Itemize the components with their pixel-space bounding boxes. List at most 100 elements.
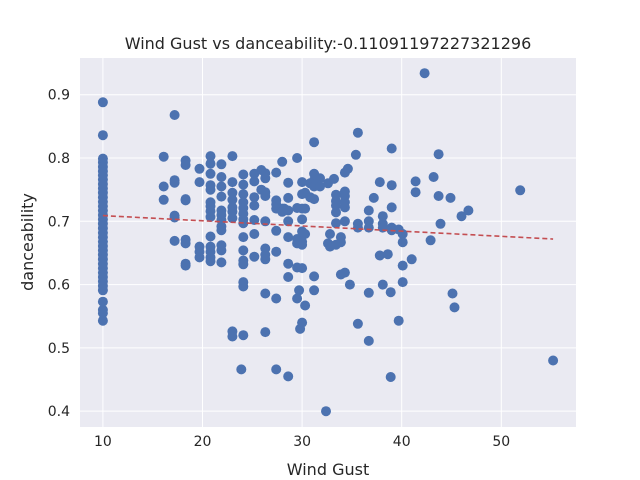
data-point [283, 272, 294, 282]
data-point [410, 187, 421, 198]
data-point [216, 181, 227, 192]
data-point [425, 235, 436, 246]
data-point [428, 172, 439, 182]
data-point [397, 277, 408, 288]
data-point [271, 246, 282, 257]
y-tick-label: 0.6 [48, 278, 70, 294]
data-point [342, 163, 353, 174]
data-point [205, 231, 216, 242]
data-point [433, 191, 444, 201]
data-point [238, 169, 249, 180]
data-point [515, 185, 526, 196]
data-point [309, 271, 320, 282]
data-point [548, 355, 559, 366]
data-point [238, 179, 249, 190]
data-point [382, 249, 393, 260]
data-point [227, 331, 238, 342]
data-point [271, 167, 282, 178]
data-point [309, 285, 320, 296]
data-point [260, 327, 271, 338]
data-point [283, 258, 294, 269]
trend-line [102, 214, 554, 240]
data-point [363, 335, 374, 346]
data-point [419, 68, 430, 79]
data-point [339, 202, 350, 213]
data-point [180, 260, 191, 271]
trend-line-group [102, 214, 554, 240]
data-point [331, 200, 341, 211]
data-point [97, 315, 108, 326]
data-point [194, 177, 205, 188]
data-point [277, 156, 288, 167]
data-point [315, 181, 325, 192]
data-point [216, 245, 227, 256]
data-point [350, 149, 361, 160]
chart-title: Wind Gust vs danceability:-0.11091197227… [125, 34, 532, 53]
data-point [180, 238, 191, 249]
data-point [352, 318, 363, 329]
data-point [363, 205, 374, 216]
data-point [279, 203, 290, 214]
data-point [97, 308, 108, 319]
data-point [249, 192, 260, 203]
data-point [368, 192, 379, 203]
tick-labels: 10 20 30 40 50 0.4 0.5 0.6 0.7 0.8 0.9 [48, 88, 510, 450]
data-point [227, 151, 238, 162]
data-point [433, 149, 444, 160]
data-point [297, 239, 308, 250]
data-point [238, 245, 249, 256]
data-point [344, 279, 355, 290]
data-point [377, 211, 388, 222]
data-point [397, 260, 408, 271]
x-tick-label: 50 [492, 434, 510, 450]
data-point [335, 237, 346, 248]
data-point [325, 229, 335, 239]
data-point [158, 151, 169, 162]
data-point [406, 254, 417, 265]
data-point [297, 177, 308, 188]
data-point [260, 173, 271, 184]
x-tick-label: 10 [94, 434, 112, 450]
data-point [386, 202, 397, 213]
data-point [216, 172, 227, 182]
data-point [216, 225, 227, 236]
data-point [300, 229, 311, 239]
data-point [227, 194, 238, 205]
data-point [271, 225, 282, 236]
data-point [315, 173, 325, 184]
data-point [227, 177, 238, 188]
data-point [283, 371, 294, 382]
data-point [463, 205, 474, 216]
data-point [227, 187, 238, 198]
x-tick-label: 20 [194, 434, 212, 450]
data-point [227, 213, 238, 224]
data-point [238, 189, 249, 200]
data-point [435, 218, 446, 229]
data-point [352, 127, 363, 138]
data-point [97, 130, 108, 141]
data-point [445, 192, 456, 203]
data-point [456, 211, 467, 222]
data-point [260, 254, 271, 265]
data-point [352, 222, 363, 233]
data-point [321, 406, 331, 417]
data-point [169, 212, 180, 223]
data-point [410, 176, 421, 187]
data-point [283, 192, 294, 203]
data-point [297, 317, 308, 328]
data-point [205, 168, 216, 179]
data-point [283, 216, 294, 227]
data-point [385, 287, 396, 298]
y-tick-label: 0.5 [48, 341, 70, 357]
data-point [374, 177, 385, 188]
data-point [386, 180, 397, 191]
data-point [329, 173, 339, 184]
data-point [158, 194, 169, 205]
data-point [283, 232, 294, 243]
data-point [393, 315, 404, 326]
data-point [283, 177, 294, 188]
x-tick-label: 40 [393, 434, 411, 450]
data-point [339, 216, 350, 227]
